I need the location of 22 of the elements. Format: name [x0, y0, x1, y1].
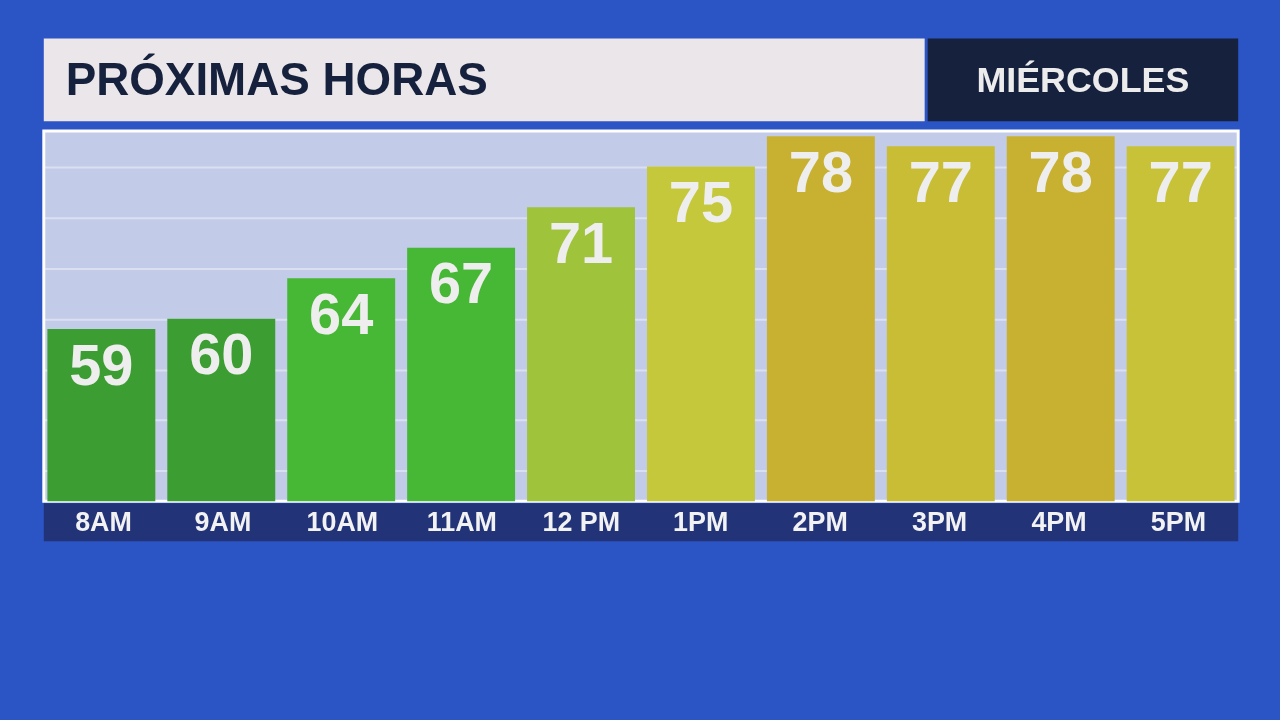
data-label: 77: [1148, 150, 1213, 215]
x-tick-label: 1PM: [673, 507, 729, 538]
x-tick-label: 4PM: [1031, 507, 1087, 538]
data-label: 60: [189, 322, 254, 387]
x-tick-label: 10AM: [306, 507, 379, 538]
data-label: 77: [908, 150, 973, 215]
x-tick-label: 5PM: [1150, 507, 1207, 538]
x-tick-label: 3PM: [911, 507, 968, 538]
x-tick-label: 12 PM: [542, 507, 621, 538]
chart-title: PRÓXIMAS HORAS: [65, 53, 488, 106]
x-tick-label: 11AM: [426, 507, 497, 538]
x-tick-label: 9AM: [194, 507, 252, 538]
data-label: 71: [548, 210, 614, 275]
x-tick-label: 2PM: [792, 507, 848, 538]
data-label: 64: [309, 281, 374, 346]
data-label: 78: [788, 139, 853, 204]
data-label: 78: [1028, 139, 1093, 204]
chart-subtitle: MIÉRCOLES: [976, 60, 1190, 101]
data-label: 75: [668, 170, 734, 235]
data-label: 67: [429, 251, 494, 316]
x-tick-label: 8AM: [75, 507, 132, 538]
data-label: 59: [69, 332, 134, 397]
